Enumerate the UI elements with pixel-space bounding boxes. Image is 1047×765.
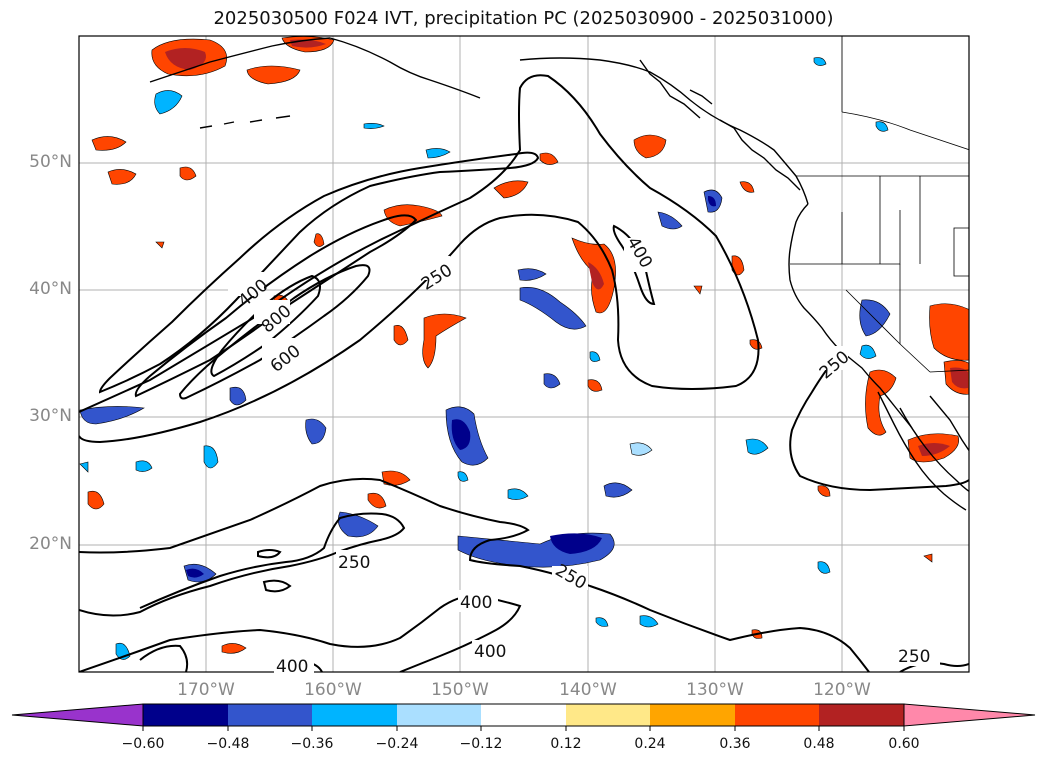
- colorbar-segment: [228, 704, 312, 726]
- lat-label-40n: 40°N: [29, 279, 72, 299]
- colorbar-segment: [312, 704, 397, 726]
- precip-negative-patches: [79, 57, 891, 660]
- contour-label: 250: [898, 647, 930, 667]
- colorbar-segment: [819, 704, 904, 726]
- colorbar-segment: [397, 704, 481, 726]
- colorbar-tick-label: −0.24: [375, 736, 419, 752]
- lon-label-120w: 120°W: [813, 680, 871, 700]
- lon-label-140w: 140°W: [559, 680, 617, 700]
- colorbar-tick-label: 0.48: [803, 736, 835, 752]
- lon-label-130w: 130°W: [686, 680, 744, 700]
- lat-label-30n: 30°N: [29, 406, 72, 426]
- precip-positive-patches: [87, 36, 969, 654]
- colorbar-tick-label: −0.48: [206, 736, 250, 752]
- colorbar-tick-label: −0.12: [459, 736, 503, 752]
- colorbar-tick-label: −0.36: [290, 736, 334, 752]
- coastlines: [149, 37, 969, 511]
- lon-label-170w: 170°W: [177, 680, 235, 700]
- borders: [790, 36, 969, 373]
- colorbar: [11, 703, 1036, 731]
- colorbar-segment: [566, 704, 650, 726]
- lat-label-20n: 20°N: [29, 534, 72, 554]
- colorbar-tick-label: 0.36: [719, 736, 751, 752]
- colorbar-tick-label: 0.60: [888, 736, 920, 752]
- colorbar-segment: [143, 704, 228, 726]
- colorbar-tick-label: 0.12: [550, 736, 582, 752]
- map-title: 2025030500 F024 IVT, precipitation PC (2…: [213, 8, 834, 29]
- contour-label: 250: [338, 553, 370, 573]
- lon-label-160w: 160°W: [304, 680, 362, 700]
- colorbar-segment: [481, 704, 566, 726]
- map-frame: [78, 35, 970, 673]
- lat-label-50n: 50°N: [29, 152, 72, 172]
- colorbar-tick-label: 0.24: [634, 736, 666, 752]
- contour-label: 400: [460, 593, 492, 613]
- contour-label: 400: [276, 657, 308, 677]
- contour-label: 400: [474, 642, 506, 662]
- lon-label-150w: 150°W: [431, 680, 489, 700]
- colorbar-tick-label: −0.60: [121, 736, 165, 752]
- colorbar-segment: [735, 704, 819, 726]
- colorbar-segment: [650, 704, 735, 726]
